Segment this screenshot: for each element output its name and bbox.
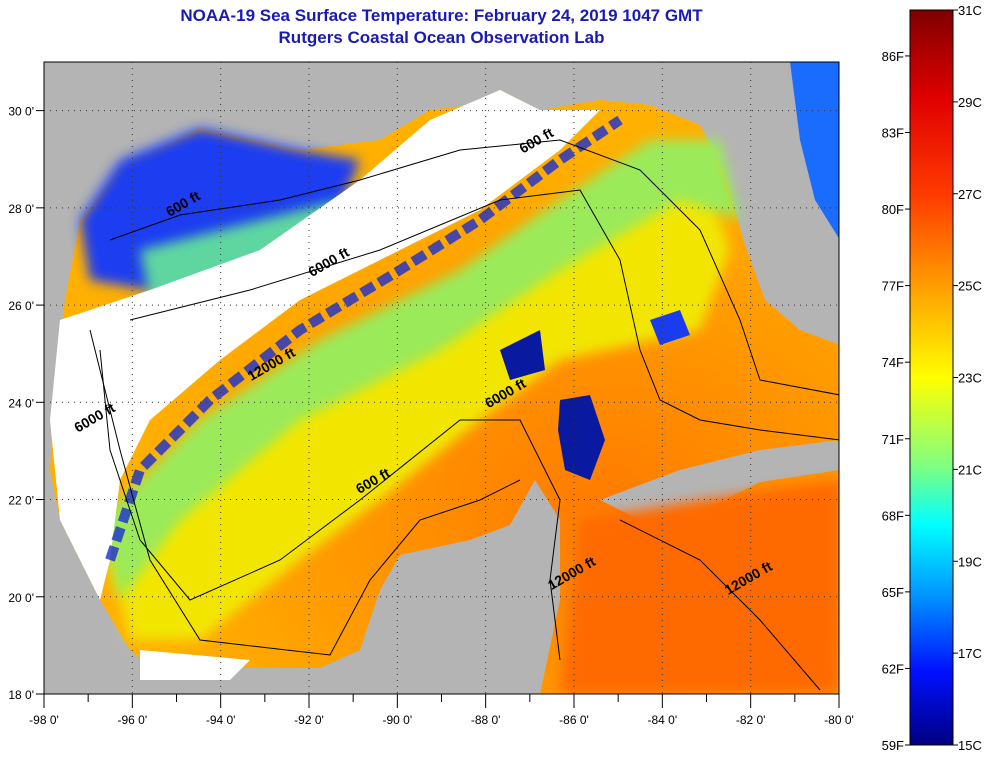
lat-tick-label: 28 0' [8, 202, 34, 216]
fahrenheit-label: 71F [882, 432, 904, 447]
celsius-label: 29C [958, 95, 982, 110]
celsius-label: 17C [958, 646, 982, 661]
celsius-label: 21C [958, 462, 982, 477]
map-subtitle: Rutgers Coastal Ocean Observation Lab [278, 28, 605, 47]
fahrenheit-label: 86F [882, 49, 904, 64]
lat-tick-label: 18 0' [8, 688, 34, 702]
celsius-label: 23C [958, 371, 982, 386]
fahrenheit-label: 83F [882, 126, 904, 141]
lat-tick-label: 22 0' [8, 494, 34, 508]
lon-tick-label: -84 0' [648, 713, 678, 727]
graticule [44, 62, 839, 694]
map-axes: 18 0' 20 0' 22 0' 24 0' 26 0' 28 0' 30 0' -98 0… [8, 62, 854, 727]
lat-tick-label: 30 0' [8, 105, 34, 119]
celsius-label: 27C [958, 187, 982, 202]
colorbar-labels: 31C 29C 27C 25C 23C 21C 19C 17C 15C 86F 83F 80F 77F 7… [882, 3, 982, 753]
lat-tick-label: 24 0' [8, 396, 34, 410]
sst-warm-band [110, 160, 730, 640]
lon-tick-label: -92 0' [294, 713, 324, 727]
fahrenheit-label: 74F [882, 355, 904, 370]
fahrenheit-label: 77F [882, 279, 904, 294]
lon-tick-label: -88 0' [471, 713, 501, 727]
fahrenheit-label: 65F [882, 585, 904, 600]
fahrenheit-label: 80F [882, 202, 904, 217]
sst-transition-band [100, 140, 740, 600]
fahrenheit-label: 59F [882, 738, 904, 753]
cold-eddy-3 [650, 310, 690, 345]
lon-tick-label: -96 0' [118, 713, 148, 727]
lat-tick-label: 20 0' [8, 591, 34, 605]
fahrenheit-label: 62F [882, 661, 904, 676]
lon-tick-label: -80 0' [824, 713, 854, 727]
lon-tick-label: -90 0' [383, 713, 413, 727]
celsius-label: 19C [958, 554, 982, 569]
colorbar [909, 9, 954, 746]
cold-eddy-2 [500, 330, 545, 380]
lon-tick-label: -82 0' [736, 713, 766, 727]
celsius-label: 31C [958, 3, 982, 18]
sst-caribbean-hot [560, 480, 839, 694]
fahrenheit-label: 68F [882, 508, 904, 523]
bathymetry-contours [89, 139, 839, 691]
cloud-edge-cold [105, 115, 623, 562]
cloud-cover-south [140, 650, 250, 680]
cold-eddy [558, 395, 605, 480]
lon-tick-label: -86 0' [559, 713, 589, 727]
lon-tick-label: -98 0' [29, 713, 59, 727]
lat-tick-label: 26 0' [8, 299, 34, 313]
sst-shelf-green [140, 200, 340, 300]
cloud-cover [50, 90, 600, 600]
celsius-label: 25C [958, 279, 982, 294]
lon-tick-label: -94 0' [206, 713, 236, 727]
celsius-label: 15C [958, 738, 982, 753]
atlantic-ocean [790, 62, 839, 239]
map-title: NOAA-19 Sea Surface Temperature: Februar… [180, 6, 703, 25]
